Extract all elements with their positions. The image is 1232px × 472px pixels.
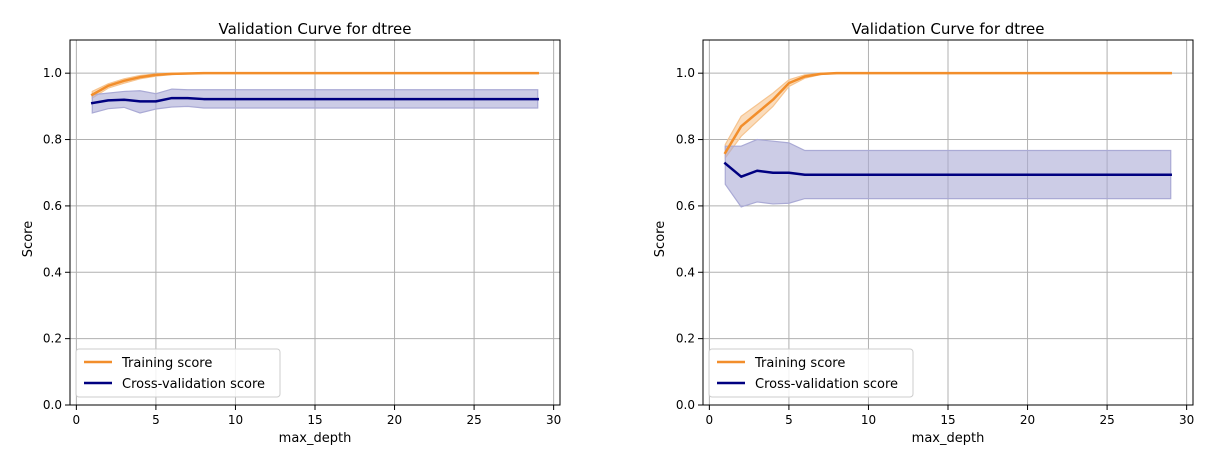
y-tick-label: 1.0 (676, 66, 695, 80)
chart-title: Validation Curve for dtree (852, 20, 1045, 38)
y-tick-label: 0.6 (43, 199, 62, 213)
plot-frame (702, 39, 1194, 406)
line-training (90, 71, 539, 97)
chart-title: Validation Curve for dtree (219, 20, 412, 38)
y-tick-label: 0.6 (676, 199, 695, 213)
x-tick-label: 30 (1179, 413, 1194, 427)
y-tick-label: 0.2 (43, 332, 62, 346)
y-tick-label: 0.8 (676, 133, 695, 147)
x-tick-label: 10 (228, 413, 243, 427)
x-tick-label: 5 (152, 413, 160, 427)
x-tick-label: 5 (785, 413, 793, 427)
x-tick-label: 15 (940, 413, 955, 427)
y-tick-label: 1.0 (43, 66, 62, 80)
plot-frame (69, 39, 561, 406)
x-tick-label: 30 (546, 413, 561, 427)
y-tick-label: 0.4 (676, 265, 695, 279)
x-axis-label: max_depth (279, 431, 352, 446)
x-tick-label: 25 (466, 413, 481, 427)
line-cv (723, 161, 1172, 178)
legend: Training score Cross-validation score (75, 348, 281, 398)
validation-curve-chart-left: Validation Curve for dtree Score max_dep… (21, 20, 561, 446)
legend-label-cv: Cross-validation score (755, 377, 898, 392)
legend-box (708, 348, 914, 398)
y-tick-label: 0.0 (676, 398, 695, 412)
x-tick-label: 15 (307, 413, 322, 427)
band-cv (724, 138, 1172, 208)
x-tick-label: 10 (861, 413, 876, 427)
y-axis-label: Score (653, 221, 668, 257)
x-axis-label: max_depth (912, 431, 985, 446)
legend-label-training: Training score (754, 356, 845, 371)
x-tick-label: 0 (706, 413, 714, 427)
y-axis-label: Score (21, 221, 36, 257)
x-tick-label: 20 (387, 413, 402, 427)
legend-label-cv: Cross-validation score (122, 377, 265, 392)
line-cv (90, 96, 539, 105)
legend-box (75, 348, 281, 398)
x-tick-label: 20 (1020, 413, 1035, 427)
x-tick-label: 0 (73, 413, 81, 427)
legend-label-training: Training score (121, 356, 212, 371)
x-tick-label: 25 (1099, 413, 1114, 427)
band-cv (91, 88, 539, 114)
y-tick-label: 0.8 (43, 133, 62, 147)
y-tick-label: 0.2 (676, 332, 695, 346)
y-tick-label: 0.0 (43, 398, 62, 412)
validation-curve-chart-right: Validation Curve for dtree Score max_dep… (653, 20, 1194, 446)
y-tick-label: 0.4 (43, 265, 62, 279)
legend: Training score Cross-validation score (708, 348, 914, 398)
line-training (723, 71, 1172, 155)
